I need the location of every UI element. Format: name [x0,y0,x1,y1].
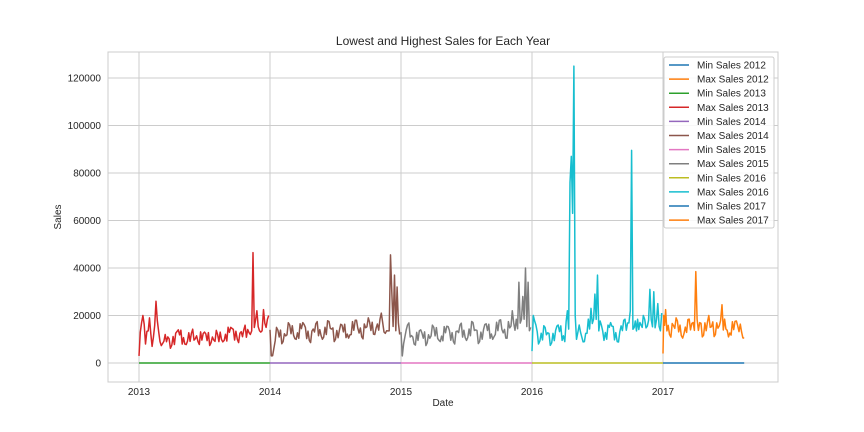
y-tick-label: 0 [95,359,101,370]
x-axis-label: Date [432,398,454,409]
legend-label: Min Sales 2015 [697,145,766,156]
series-line [531,65,663,352]
x-tick-label: 2017 [652,387,675,398]
x-tick-label: 2013 [128,387,151,398]
y-axis-ticks: 0 20000 40000 60000 80000 100000 120000 [68,74,102,370]
legend-label: Max Sales 2016 [697,187,769,198]
y-tick-label: 80000 [73,169,101,180]
data-series [138,65,745,364]
plot-frame [107,51,779,383]
legend-label: Min Sales 2012 [697,61,766,72]
y-tick-label: 60000 [73,216,101,227]
x-tick-label: 2015 [390,387,413,398]
legend-label: Max Sales 2014 [697,131,769,142]
series-line [662,270,745,354]
legend-label: Max Sales 2015 [697,159,769,170]
legend: Min Sales 2012 Max Sales 2012 Min Sales 20… [663,56,775,229]
x-tick-label: 2016 [521,387,544,398]
series-line [400,267,532,357]
y-tick-label: 100000 [68,121,102,132]
legend-label: Max Sales 2013 [697,103,769,114]
legend-label: Min Sales 2014 [697,117,766,128]
y-tick-label: 40000 [73,264,101,275]
x-tick-label: 2014 [259,387,282,398]
x-axis-ticks: 2013 2014 2015 2016 2017 [128,387,675,398]
legend-label: Max Sales 2017 [697,216,769,227]
y-axis-label: Sales [53,204,64,229]
series-line [269,254,401,357]
legend-label: Max Sales 2012 [697,75,769,86]
legend-label: Min Sales 2013 [697,89,766,100]
y-tick-label: 20000 [73,311,101,322]
legend-label: Min Sales 2017 [697,202,766,213]
series-line [138,251,270,356]
chart-title: Lowest and Highest Sales for Each Year [336,34,550,48]
legend-label: Min Sales 2016 [697,173,766,184]
y-tick-label: 120000 [68,74,102,85]
